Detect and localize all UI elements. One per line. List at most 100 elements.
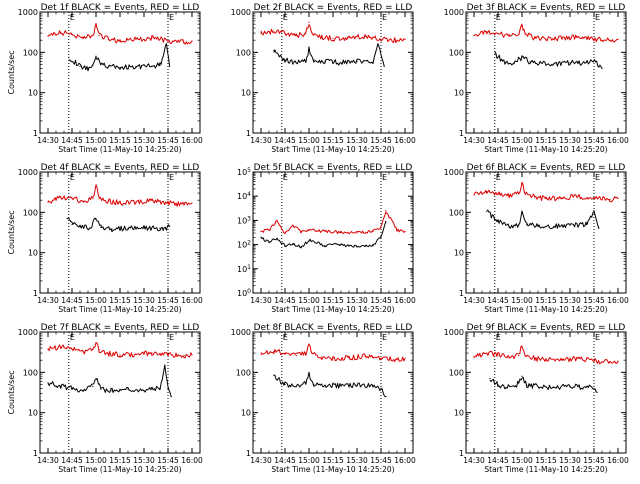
data-point-lld: [561, 358, 563, 360]
plot-frame: [39, 11, 201, 134]
data-point-lld: [380, 357, 382, 360]
x-tick-label: 16:00: [394, 136, 416, 145]
data-point-lld: [98, 197, 100, 200]
data-point-lld: [273, 30, 275, 33]
data-point-events: [260, 236, 262, 238]
data-point-lld: [95, 341, 97, 344]
data-point-lld: [273, 350, 275, 353]
panel-det-6: Det 6f BLACK = Events, RED = LLD 1 10 100 10…: [444, 163, 629, 314]
data-point-events: [494, 53, 496, 55]
x-tick-label: 15:45: [583, 456, 605, 465]
y-tick-label: 1: [246, 129, 251, 138]
y-tick-label: 100: [23, 48, 38, 57]
panel-det-8: Det 8f BLACK = Events, RED = LLD 1 10 100 10…: [231, 323, 416, 474]
data-point-events: [284, 245, 286, 247]
data-point-events: [340, 62, 342, 64]
x-tick-label: 14:45: [61, 296, 83, 305]
x-tick-label: 14:45: [274, 296, 296, 305]
x-tick-label: 14:30: [250, 456, 272, 465]
data-point-events: [585, 223, 587, 226]
data-point-events: [79, 225, 81, 227]
data-point-events: [340, 385, 342, 387]
data-point-lld: [119, 40, 121, 42]
data-point-events: [284, 383, 286, 386]
data-point-lld: [305, 353, 307, 355]
data-point-lld: [385, 210, 387, 212]
panel-title: Det 2f BLACK = Events, RED = LLD: [254, 3, 413, 13]
x-tick-label: 15:15: [322, 136, 344, 145]
data-point-events: [497, 383, 499, 386]
x-tick-label: 14:30: [37, 456, 59, 465]
x-tick-label: 15:30: [133, 456, 155, 465]
y-tick-label: 10: [28, 249, 38, 258]
data-point-events: [324, 245, 326, 247]
data-point-events: [526, 223, 528, 226]
data-point-lld: [308, 229, 310, 231]
x-tick-label: 15:00: [85, 136, 107, 145]
data-point-lld: [47, 201, 49, 203]
data-point-events: [100, 388, 102, 390]
panel-det-1: Det 1f BLACK = Events, RED = LLD 1 10 100 10…: [7, 3, 203, 154]
data-point-events: [273, 50, 275, 52]
data-point-lld: [92, 197, 94, 200]
panel-det-3: Det 3f BLACK = Events, RED = LLD 1 10 100 10…: [444, 3, 629, 154]
data-point-events: [159, 387, 161, 389]
data-point-events: [356, 60, 358, 62]
data-point-events: [377, 43, 379, 45]
plot-frame: [39, 331, 201, 454]
x-tick-label: 15:45: [583, 136, 605, 145]
panel-det-5: Det 5f BLACK = Events, RED = LLD 100 101 10…: [237, 163, 416, 314]
data-point-events: [295, 385, 297, 387]
y-tick-label: 1: [459, 129, 464, 138]
y-tick-label: 10: [28, 89, 38, 98]
interval-marker-label: E: [70, 173, 75, 182]
data-point-lld: [340, 231, 342, 233]
data-point-events: [47, 382, 49, 384]
x-tick-label: 15:30: [559, 136, 581, 145]
y-tick-label: 100: [449, 48, 464, 57]
data-point-events: [537, 224, 539, 226]
plot-frame: [465, 331, 627, 454]
panel-det-9: Det 9f BLACK = Events, RED = LLD 1 10 100 10…: [444, 323, 629, 474]
x-axis-label: Start Time (11-May-10 14:25:20): [271, 465, 394, 474]
data-point-events: [82, 390, 84, 392]
data-point-events: [169, 225, 171, 227]
data-point-lld: [521, 25, 523, 27]
y-tick-label: 1000: [18, 168, 38, 177]
data-point-events: [165, 44, 167, 46]
data-point-lld: [60, 31, 62, 34]
data-point-events: [143, 390, 145, 392]
series-lld: [473, 181, 619, 203]
data-point-events: [87, 67, 89, 69]
data-point-events: [284, 59, 286, 61]
series-events: [273, 371, 386, 398]
y-tick-label: 102: [237, 240, 251, 250]
data-point-events: [313, 383, 315, 386]
x-tick-label: 15:30: [559, 296, 581, 305]
x-tick-label: 15:30: [346, 296, 368, 305]
data-point-lld: [521, 345, 523, 347]
x-tick-label: 14:30: [463, 456, 485, 465]
data-point-events: [489, 377, 491, 380]
x-tick-label: 15:15: [535, 136, 557, 145]
data-point-events: [167, 387, 169, 389]
data-point-lld: [276, 219, 278, 221]
data-point-events: [324, 60, 326, 62]
data-point-lld: [396, 39, 398, 41]
data-point-events: [356, 246, 358, 248]
panel-title: Det 3f BLACK = Events, RED = LLD: [467, 3, 626, 13]
data-point-lld: [524, 354, 526, 357]
data-point-lld: [404, 230, 406, 233]
data-point-lld: [191, 202, 193, 204]
x-tick-label: 16:00: [181, 456, 203, 465]
plot-frame: [465, 171, 627, 294]
data-point-lld: [167, 40, 169, 42]
data-point-events: [300, 246, 302, 248]
data-point-events: [308, 373, 310, 375]
data-point-events: [100, 63, 102, 66]
data-point-lld: [593, 360, 595, 362]
data-point-lld: [617, 197, 619, 200]
data-point-events: [305, 60, 307, 62]
data-point-events: [127, 227, 129, 229]
data-point-lld: [135, 353, 137, 355]
